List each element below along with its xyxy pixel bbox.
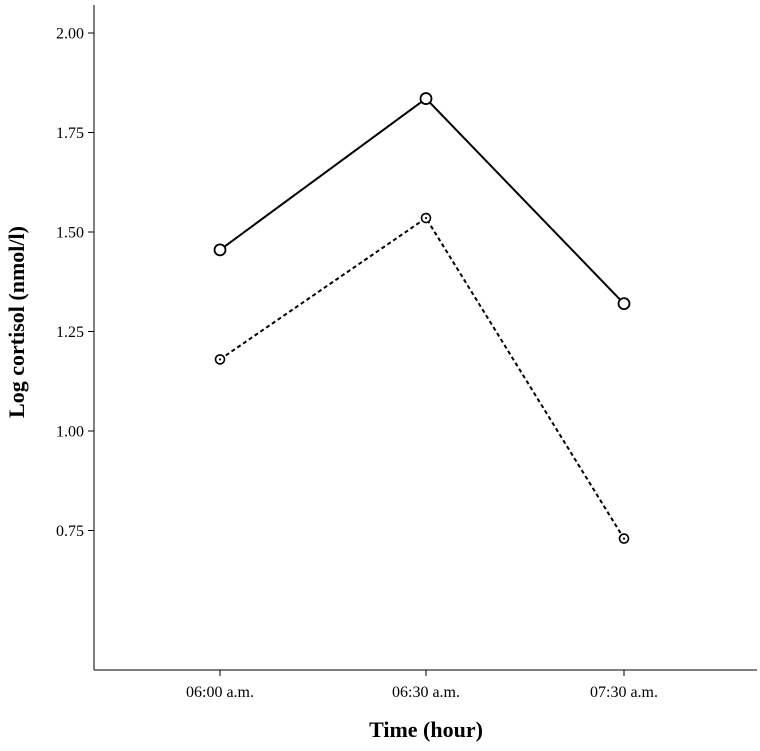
series-line bbox=[219, 216, 625, 540]
axes: 0.75 1.00 1.25 1.50 1.75 2.00 06:00 a.m. 06:30 … bbox=[56, 5, 757, 701]
x-tick-label: 06:30 a.m. bbox=[392, 684, 460, 701]
y-tick-label: 1.25 bbox=[56, 324, 84, 341]
data-point-center bbox=[218, 358, 222, 361]
x-tick-label: 07:30 a.m. bbox=[590, 684, 658, 701]
y-tick-label: 2.00 bbox=[56, 25, 84, 42]
y-axis-title: Log cortisol (nmol/l) bbox=[4, 226, 29, 418]
series-1 bbox=[213, 92, 631, 311]
x-axis-title: Time (hour) bbox=[369, 717, 483, 742]
y-tick-label: 1.75 bbox=[56, 125, 84, 142]
x-tick-label: 06:00 a.m. bbox=[186, 684, 254, 701]
data-point bbox=[617, 297, 631, 311]
series-2 bbox=[214, 212, 630, 544]
y-tick-label: 1.00 bbox=[56, 424, 84, 441]
series-layer bbox=[213, 92, 631, 544]
data-point bbox=[213, 243, 227, 257]
data-point bbox=[419, 92, 433, 105]
series-line bbox=[219, 97, 625, 305]
y-tick-label: 1.50 bbox=[56, 224, 84, 241]
data-point-center bbox=[622, 537, 626, 540]
data-point-center bbox=[424, 216, 428, 220]
y-tick-label: 0.75 bbox=[56, 523, 84, 540]
